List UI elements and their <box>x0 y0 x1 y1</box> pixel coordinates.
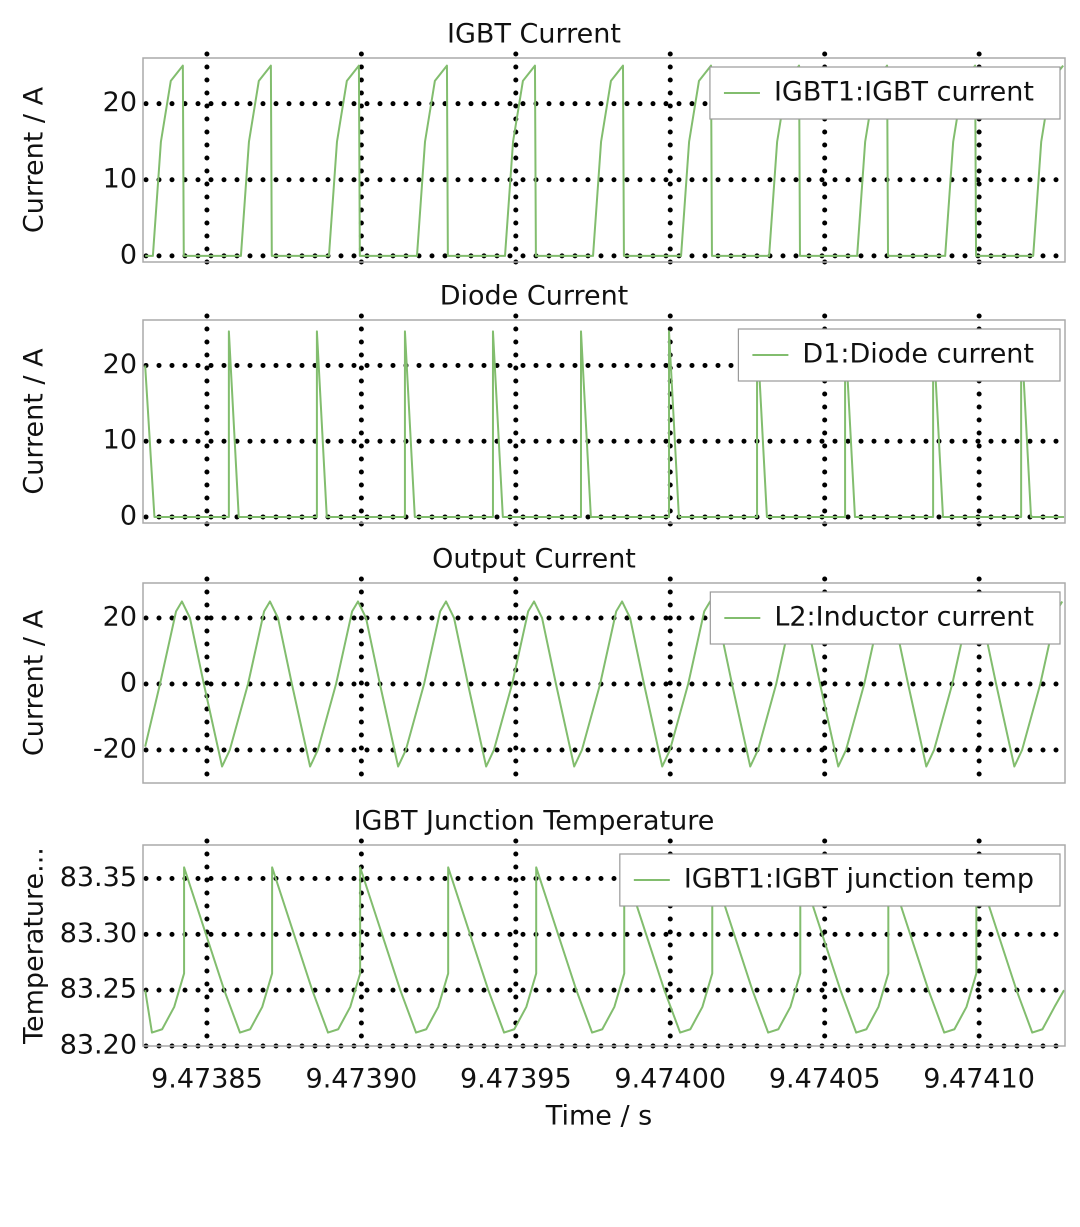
y-tick-label: 0 <box>120 500 137 531</box>
x-tick-label: 9.47400 <box>614 1064 726 1095</box>
y-axis-label: Current / A <box>19 609 50 756</box>
chart-title: Diode Current <box>440 281 629 312</box>
legend-label: L2:Inductor current <box>774 602 1034 633</box>
x-tick-label: 9.47385 <box>151 1064 263 1095</box>
legend-label: D1:Diode current <box>802 339 1034 370</box>
data-line <box>144 330 1065 518</box>
panel: IGBT Junction Temperature Temperature... 8… <box>19 806 1066 1132</box>
x-tick-label: 9.47405 <box>769 1064 881 1095</box>
plot-frame <box>142 57 1066 263</box>
y-tick-label: -20 <box>93 733 137 764</box>
y-axis-label: Current / A <box>19 348 50 495</box>
legend-box <box>709 591 1061 645</box>
panel: Output Current Current / A -20 0 20 L2:Induct… <box>19 544 1066 788</box>
data-line <box>144 600 1064 768</box>
plot-frame <box>142 844 1066 1047</box>
data-line <box>145 64 1064 257</box>
panel: Diode Current Current / A 0 10 20 D1:Diode cu… <box>19 281 1066 531</box>
legend: IGBT1:IGBT current <box>709 66 1061 120</box>
legend: IGBT1:IGBT junction temp <box>619 853 1061 907</box>
data-line <box>144 866 1065 1034</box>
legend-box <box>709 66 1061 120</box>
y-tick-label: 20 <box>103 87 137 118</box>
legend-box <box>619 853 1061 907</box>
x-axis-label: Time / s <box>545 1101 652 1132</box>
y-tick-label: 83.35 <box>60 862 137 893</box>
x-tick-label: 9.47410 <box>923 1064 1035 1095</box>
legend: L2:Inductor current <box>709 591 1061 645</box>
y-tick-label: 20 <box>103 349 137 380</box>
legend-box <box>737 328 1061 382</box>
plot-area <box>144 330 1065 518</box>
y-tick-label: 10 <box>103 163 137 194</box>
plot-frame <box>142 582 1066 784</box>
panel: IGBT Current Current / A 0 10 20 IGBT1:IGBT c… <box>19 19 1066 270</box>
y-tick-label: 0 <box>120 667 137 698</box>
x-tick-label: 9.47395 <box>460 1064 572 1095</box>
plot-area <box>145 64 1064 257</box>
legend-label: IGBT1:IGBT junction temp <box>684 864 1034 895</box>
y-tick-label: 83.20 <box>60 1030 137 1061</box>
y-tick-label: 20 <box>103 601 137 632</box>
chart-title: Output Current <box>432 544 636 575</box>
chart-title: IGBT Current <box>447 19 621 50</box>
plot-frame <box>142 319 1066 524</box>
y-tick-label: 83.25 <box>60 974 137 1005</box>
x-tick-label: 9.47390 <box>306 1064 418 1095</box>
y-axis-label: Temperature... <box>19 847 50 1045</box>
y-tick-label: 10 <box>103 425 137 456</box>
legend: D1:Diode current <box>737 328 1061 382</box>
plot-area <box>144 600 1064 768</box>
chart-title: IGBT Junction Temperature <box>354 806 715 837</box>
plot-area <box>144 866 1065 1034</box>
legend-label: IGBT1:IGBT current <box>774 77 1034 108</box>
y-tick-label: 83.30 <box>60 918 137 949</box>
y-tick-label: 0 <box>120 239 137 270</box>
y-axis-label: Current / A <box>19 86 50 233</box>
